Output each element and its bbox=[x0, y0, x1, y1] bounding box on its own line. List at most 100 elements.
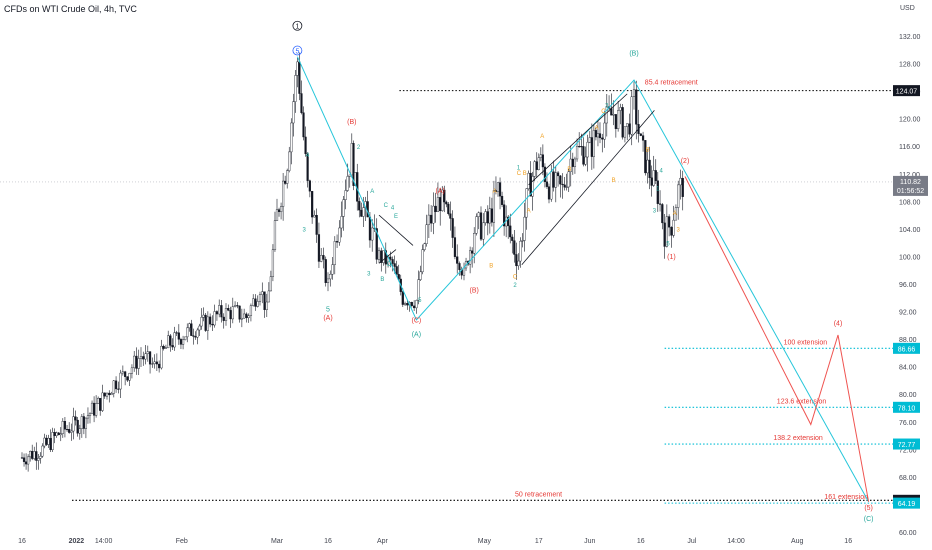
price-badge bbox=[893, 401, 920, 413]
candle-body bbox=[417, 279, 420, 301]
candle-body bbox=[243, 313, 246, 319]
wave-label: (C) bbox=[864, 516, 874, 523]
projection-red bbox=[684, 176, 870, 502]
candle-body bbox=[371, 227, 374, 241]
candle-body bbox=[563, 184, 566, 188]
candle-body bbox=[155, 361, 158, 365]
ref-line-label: 123.6 extension bbox=[777, 398, 827, 405]
candle-body bbox=[447, 203, 450, 214]
x-tick-label: 2022 bbox=[69, 538, 85, 545]
countdown-label: 01:56:52 bbox=[897, 188, 924, 195]
candle-body bbox=[196, 329, 199, 338]
candle-body bbox=[389, 256, 392, 260]
x-tick-label: Jul bbox=[687, 538, 696, 545]
wave-annotation: 3 bbox=[677, 228, 681, 234]
candle-body bbox=[263, 291, 266, 310]
candle-body bbox=[33, 451, 36, 459]
candle-body bbox=[124, 371, 127, 377]
candle-body bbox=[271, 249, 275, 277]
price-badge bbox=[893, 438, 920, 450]
candle-body bbox=[626, 123, 629, 127]
price-badge-label: 78.10 bbox=[898, 405, 916, 412]
candle-body bbox=[22, 457, 26, 462]
candle-body bbox=[401, 291, 404, 305]
candle-body bbox=[224, 308, 228, 321]
wave-annotation: 3 bbox=[605, 104, 609, 110]
candle-body bbox=[277, 209, 281, 213]
candle-body bbox=[311, 191, 314, 218]
candle-body bbox=[559, 175, 562, 185]
candle-body bbox=[434, 205, 437, 213]
candle-body bbox=[612, 114, 615, 116]
candle-body bbox=[24, 461, 28, 465]
candle-body bbox=[679, 177, 682, 186]
candle-body bbox=[423, 243, 426, 250]
candle-body bbox=[550, 171, 553, 200]
candle-body bbox=[288, 151, 291, 171]
candle-body bbox=[49, 438, 52, 450]
candle-body bbox=[654, 170, 657, 181]
candle-body bbox=[298, 61, 301, 94]
candle-body bbox=[567, 171, 570, 188]
wave-annotation: 5 bbox=[666, 241, 670, 247]
candle-body bbox=[681, 177, 684, 197]
y-tick-label: 112.00 bbox=[899, 172, 920, 179]
candle-body bbox=[103, 392, 106, 397]
y-tick-label: 68.00 bbox=[899, 475, 917, 482]
ref-line-label: 100 extension bbox=[784, 339, 828, 346]
candle-body bbox=[646, 159, 649, 174]
price-badge bbox=[893, 497, 920, 509]
candle-body bbox=[290, 122, 293, 153]
candle-body bbox=[31, 451, 34, 459]
candle-body bbox=[139, 356, 143, 359]
candle-body bbox=[541, 154, 544, 168]
candle-body bbox=[556, 172, 560, 177]
candle-body bbox=[393, 263, 396, 267]
candle-body bbox=[456, 256, 459, 264]
candle-body bbox=[306, 153, 309, 181]
wave-annotation: 3 bbox=[303, 228, 307, 234]
candle-body bbox=[110, 393, 113, 396]
candle-body bbox=[425, 224, 428, 244]
x-tick-label: 16 bbox=[844, 538, 852, 545]
candle-body bbox=[490, 208, 493, 223]
candle-body bbox=[443, 189, 446, 203]
price-badge bbox=[893, 342, 920, 354]
candle-body bbox=[335, 241, 339, 243]
candle-body bbox=[527, 172, 530, 189]
candle-body bbox=[151, 363, 154, 365]
channel-trendline bbox=[378, 249, 397, 264]
candle-body bbox=[200, 317, 203, 327]
candle-body bbox=[486, 211, 489, 224]
candle-body bbox=[641, 135, 645, 141]
candle-body bbox=[539, 154, 542, 158]
candle-body bbox=[37, 458, 40, 461]
candle-body bbox=[304, 136, 307, 154]
candle-body bbox=[51, 432, 54, 450]
candle-body bbox=[360, 209, 363, 217]
candle-body bbox=[240, 317, 243, 320]
candle-body bbox=[565, 186, 568, 188]
candle-body bbox=[209, 316, 212, 325]
candle-body bbox=[668, 216, 671, 228]
candle-body bbox=[509, 225, 512, 238]
candle-body bbox=[494, 190, 498, 192]
wave-annotation: 4 bbox=[660, 168, 664, 174]
x-tick-label: Jun bbox=[584, 538, 595, 545]
candle-body bbox=[35, 451, 38, 461]
candle-body bbox=[175, 332, 178, 334]
candle-body bbox=[575, 146, 579, 160]
candle-body bbox=[275, 209, 279, 221]
candle-body bbox=[451, 218, 454, 238]
candle-body bbox=[535, 161, 538, 170]
wave-annotation: 4 bbox=[306, 153, 310, 159]
y-tick-label: 76.00 bbox=[899, 420, 917, 427]
candle-body bbox=[282, 180, 285, 207]
wave-annotation: 3 bbox=[367, 272, 371, 278]
candle-body bbox=[63, 421, 67, 430]
wave-annotation: 2 bbox=[513, 283, 517, 289]
candle-body bbox=[571, 158, 574, 167]
candle-body bbox=[130, 367, 134, 374]
